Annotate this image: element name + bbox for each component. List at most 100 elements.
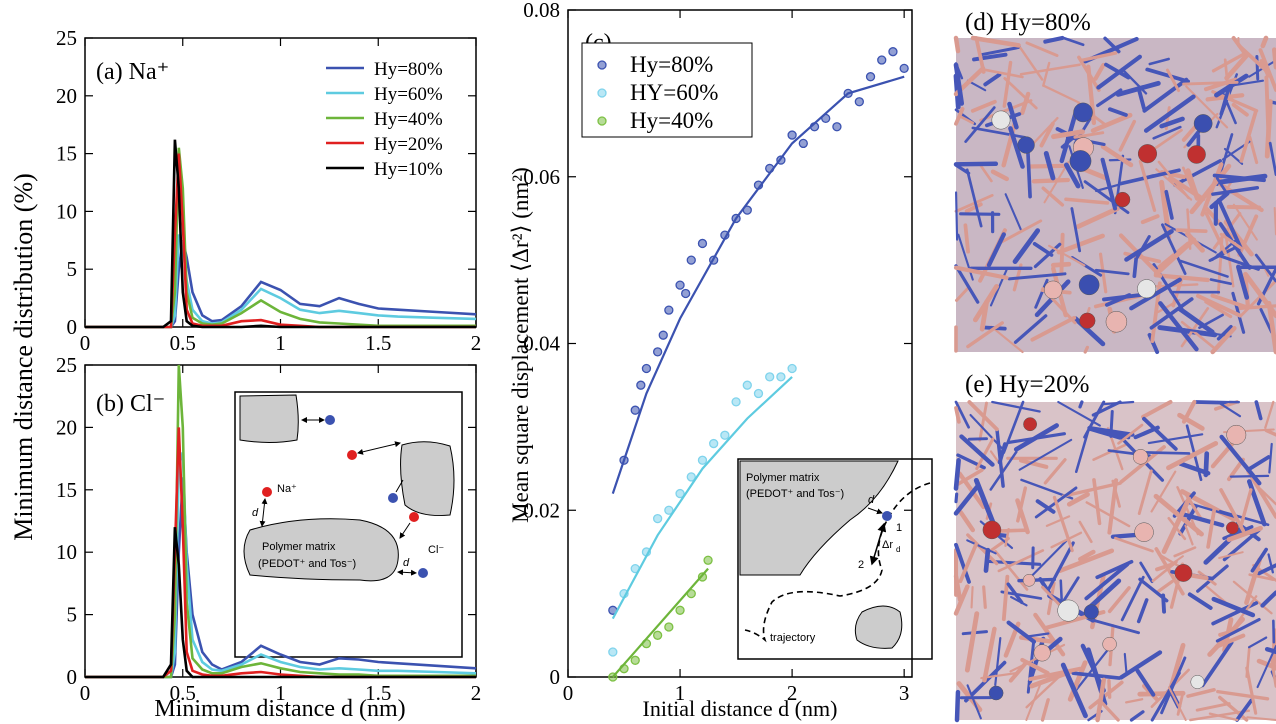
y-axis-label: Minimum distance distribution (%) xyxy=(9,173,38,541)
x-tick-label: 2 xyxy=(471,681,482,705)
annotation: trajectory xyxy=(770,632,816,644)
polymer-chain xyxy=(1107,107,1128,117)
line xyxy=(85,527,476,679)
y-tick-label: 25 xyxy=(56,353,77,377)
polymer-chain xyxy=(953,62,965,106)
polymer-chain xyxy=(1148,57,1170,66)
polymer-chain xyxy=(979,99,1033,122)
polymer-chain xyxy=(1185,85,1229,129)
polymer-chain xyxy=(1100,157,1118,211)
polymer-chain xyxy=(1123,652,1128,674)
point xyxy=(686,255,696,265)
polymer-chain xyxy=(1142,77,1189,113)
polymer-chain xyxy=(1002,60,1013,108)
annotation: (PEDOT⁺ and Tos⁻) xyxy=(258,558,356,570)
polymer-chain xyxy=(1247,636,1268,649)
x-tick-label: 0 xyxy=(80,681,91,705)
polymer-chain xyxy=(1043,35,1065,44)
polymer-chain xyxy=(1137,469,1153,516)
polymer-chain xyxy=(1019,458,1049,469)
polymer-chain xyxy=(1059,232,1065,277)
blob xyxy=(243,518,399,582)
polymer-chain xyxy=(1181,399,1197,424)
polymer-chain xyxy=(1176,327,1232,338)
polymer-chain xyxy=(1212,173,1266,183)
polymer-chain xyxy=(1264,400,1275,429)
polymer-chain xyxy=(1178,461,1211,476)
point xyxy=(630,655,640,665)
annotation: d xyxy=(868,494,875,506)
blob xyxy=(739,460,899,576)
polymer-chain xyxy=(1184,524,1194,546)
polymer-chain xyxy=(1231,102,1249,117)
polymer-chain xyxy=(1264,99,1273,159)
polymer-chain xyxy=(1145,67,1190,84)
polymer-chain xyxy=(1136,86,1146,111)
polymer-chain xyxy=(990,169,1009,182)
legend-label: Hy=80% xyxy=(374,59,443,80)
polymer-chain xyxy=(1019,46,1044,81)
point xyxy=(636,380,646,390)
point xyxy=(877,55,887,65)
ion-sphere xyxy=(1190,675,1205,689)
point xyxy=(888,47,898,57)
annotation: Na⁺ xyxy=(277,483,297,495)
x-tick-label: 1.5 xyxy=(365,681,391,705)
polymer-chain xyxy=(1195,702,1231,712)
polymer-chain xyxy=(1216,198,1243,251)
polymer-chain xyxy=(1153,273,1210,283)
point xyxy=(664,505,674,515)
polymer-chain xyxy=(1200,640,1234,688)
polymer-chain xyxy=(1084,562,1130,601)
polymer-chain xyxy=(954,492,959,504)
ion-sphere xyxy=(1174,564,1193,582)
polymer-chain xyxy=(1074,429,1090,474)
ion-sphere xyxy=(1137,279,1157,299)
polymer-chain xyxy=(1246,455,1271,472)
polymer-chain xyxy=(1250,547,1268,573)
point xyxy=(753,388,764,399)
polymer-chain xyxy=(965,168,983,228)
polymer-chain xyxy=(1096,54,1142,90)
polymer-chain xyxy=(1007,272,1067,281)
line xyxy=(85,234,477,329)
polymer-chain xyxy=(1064,197,1110,205)
polymer-chain xyxy=(1268,141,1276,176)
ion xyxy=(325,415,335,425)
polymer-chain xyxy=(1080,166,1109,181)
polymer-chain xyxy=(1236,264,1250,300)
polymer-chain xyxy=(983,547,991,573)
ion-sphere xyxy=(988,685,1004,701)
polymer-chain xyxy=(964,202,983,214)
snapshot xyxy=(953,35,1276,355)
polymer-chain xyxy=(1178,259,1229,278)
polymer-chain xyxy=(1035,499,1056,514)
polymer-chain xyxy=(1042,61,1051,87)
polymer-chain xyxy=(1165,68,1181,93)
ion-sphere xyxy=(1079,312,1096,329)
polymer-chain xyxy=(1101,400,1135,406)
polymer-chain xyxy=(1246,469,1276,519)
polymer-chain xyxy=(1015,498,1030,535)
annotation: Cl⁻ xyxy=(428,544,444,556)
polymer-chain xyxy=(1266,300,1276,355)
annotation: 2 xyxy=(858,559,864,571)
polymer-chain xyxy=(1062,36,1085,47)
ion-sphere xyxy=(1069,150,1092,172)
polymer-chain xyxy=(1159,179,1172,240)
polymer-chain xyxy=(1013,423,1059,452)
polymer-chain xyxy=(970,586,974,609)
polymer-chain xyxy=(1133,425,1160,440)
ion-sphere xyxy=(1043,280,1063,300)
y-tick-label: 10 xyxy=(56,540,77,564)
polymer-chain xyxy=(1107,478,1119,535)
ion-sphere xyxy=(1134,522,1154,542)
y-tick-label: 0 xyxy=(67,315,78,339)
plot: 0 1 2 3 0 0.02 0.04 0.06 0.08 Hy=80% HY=60% Hy=40% xyxy=(523,0,913,705)
point xyxy=(681,288,691,299)
point xyxy=(630,405,640,415)
polymer-chain xyxy=(964,611,980,673)
polymer-chain xyxy=(1004,528,1010,547)
polymer-chain xyxy=(1216,400,1242,418)
